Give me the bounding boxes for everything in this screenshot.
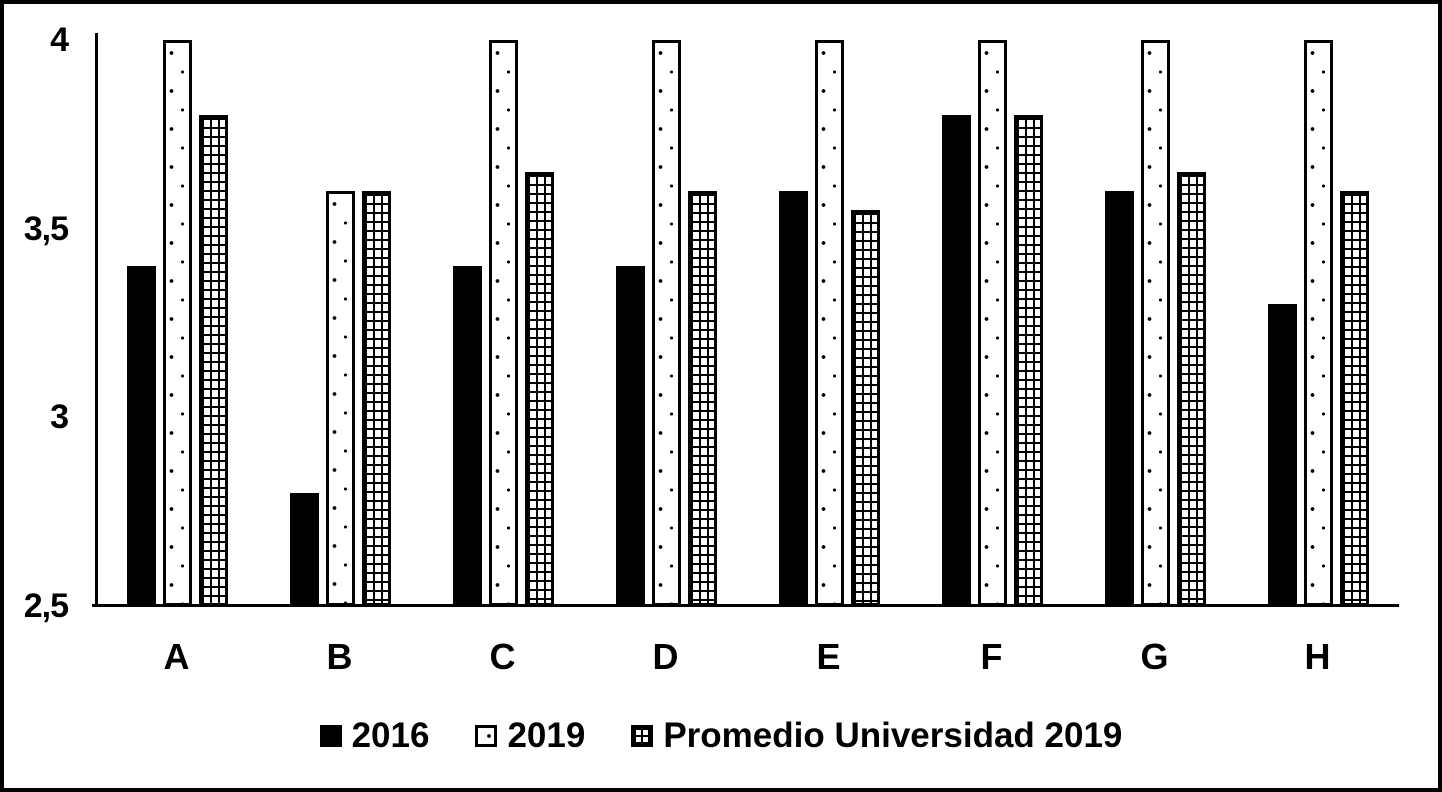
y-tick-label: 3,5	[23, 209, 69, 248]
bar-promedio-universidad-2019-d	[688, 190, 717, 606]
bar-promedio-universidad-2019-e	[851, 209, 880, 606]
bar-2019-e	[815, 40, 844, 606]
x-category-label: G	[1140, 636, 1169, 677]
bar-2019-f	[978, 40, 1007, 606]
legend-marker-grid-icon	[631, 725, 654, 747]
legend-marker-solid-black-icon	[319, 725, 342, 747]
bar-2016-b	[290, 492, 319, 606]
y-tick-label: 2,5	[23, 587, 69, 625]
bar-2016-c	[453, 266, 482, 606]
legend-label: Promedio Universidad 2019	[663, 716, 1123, 755]
bar-promedio-universidad-2019-h	[1340, 190, 1369, 606]
bar-2016-g	[1105, 190, 1134, 606]
bar-2019-b	[326, 190, 355, 606]
bar-2019-c	[489, 40, 518, 606]
bar-2016-a	[127, 266, 156, 606]
bar-2019-h	[1304, 40, 1333, 606]
bar-promedio-universidad-2019-b	[362, 190, 391, 606]
bar-promedio-universidad-2019-a	[199, 115, 228, 606]
x-category-label: B	[326, 636, 353, 677]
x-category-label: E	[816, 636, 841, 677]
x-category-label: H	[1304, 636, 1331, 677]
legend-item: 2019	[475, 714, 585, 758]
bar-2016-h	[1268, 304, 1297, 606]
legend: 2016 2019 Promedio Universidad 2019	[0, 714, 1442, 758]
bar-promedio-universidad-2019-f	[1014, 115, 1043, 606]
bar-2016-f	[942, 115, 971, 606]
x-category-label: C	[489, 636, 516, 677]
x-category-label: F	[980, 636, 1003, 677]
y-tick-label: 3	[50, 398, 69, 437]
bar-2016-e	[779, 190, 808, 606]
y-axis-line	[95, 33, 98, 607]
bar-2016-d	[616, 266, 645, 606]
y-tick-label: 4	[50, 21, 69, 59]
x-category-label: D	[652, 636, 679, 677]
bar-2019-d	[652, 40, 681, 606]
x-category-label: A	[163, 636, 190, 677]
legend-item: 2016	[319, 714, 430, 758]
legend-label: 2019	[507, 716, 586, 755]
legend-item: Promedio Universidad 2019	[631, 714, 1122, 758]
legend-label: 2016	[351, 716, 430, 755]
bar-2019-a	[163, 40, 192, 606]
bar-promedio-universidad-2019-g	[1177, 172, 1206, 606]
bar-2019-g	[1141, 40, 1170, 606]
legend-marker-dotted-icon	[475, 725, 498, 747]
x-axis-line	[92, 604, 1399, 607]
bar-promedio-universidad-2019-c	[525, 172, 554, 606]
